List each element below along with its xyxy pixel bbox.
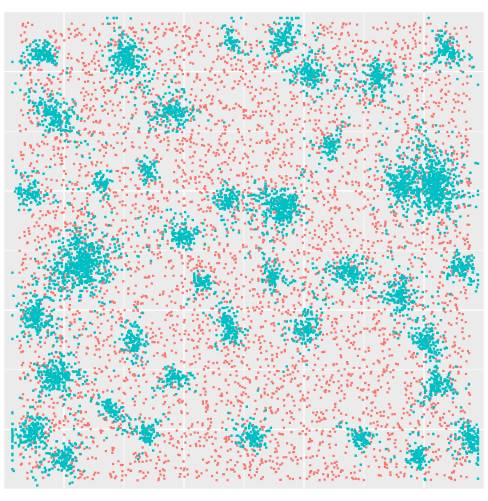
cluster-36 — [303, 106, 351, 170]
cluster-4 — [256, 16, 303, 73]
cluster-1 — [11, 74, 108, 159]
cluster-29 — [447, 406, 480, 480]
cluster-27 — [430, 248, 480, 298]
cluster-11 — [206, 180, 284, 232]
cluster-points — [11, 16, 480, 487]
cluster-33 — [105, 413, 170, 461]
cluster-18 — [30, 427, 93, 487]
cluster-24 — [296, 253, 386, 306]
cluster-21 — [131, 363, 197, 401]
cluster-35 — [185, 269, 217, 306]
minor-gridlines — [3, 11, 485, 490]
background-point-cloud — [18, 21, 472, 482]
cluster-26 — [392, 305, 458, 381]
cluster-28 — [410, 346, 471, 419]
cluster-20 — [202, 290, 250, 351]
cluster-7 — [402, 16, 480, 86]
cluster-30 — [389, 431, 435, 482]
cluster-37 — [219, 16, 262, 59]
cluster-17 — [11, 389, 52, 473]
cluster-25 — [380, 250, 452, 322]
cluster-22 — [257, 246, 305, 305]
cluster-39 — [109, 154, 161, 194]
cluster-15 — [11, 271, 82, 363]
cluster-23 — [277, 290, 325, 373]
background-points — [18, 21, 472, 482]
cluster-12 — [137, 190, 223, 251]
cluster-34 — [84, 378, 138, 436]
cluster-16 — [18, 334, 116, 422]
cluster-5 — [283, 26, 354, 104]
cluster-3 — [122, 51, 226, 135]
cluster-2 — [11, 39, 69, 85]
cluster-31 — [335, 421, 388, 466]
cluster-8 — [330, 66, 480, 235]
cluster-19 — [111, 306, 154, 390]
cluster-14 — [11, 165, 200, 344]
cluster-6 — [322, 46, 406, 110]
cluster-32 — [225, 389, 273, 456]
cluster-38 — [84, 169, 114, 201]
